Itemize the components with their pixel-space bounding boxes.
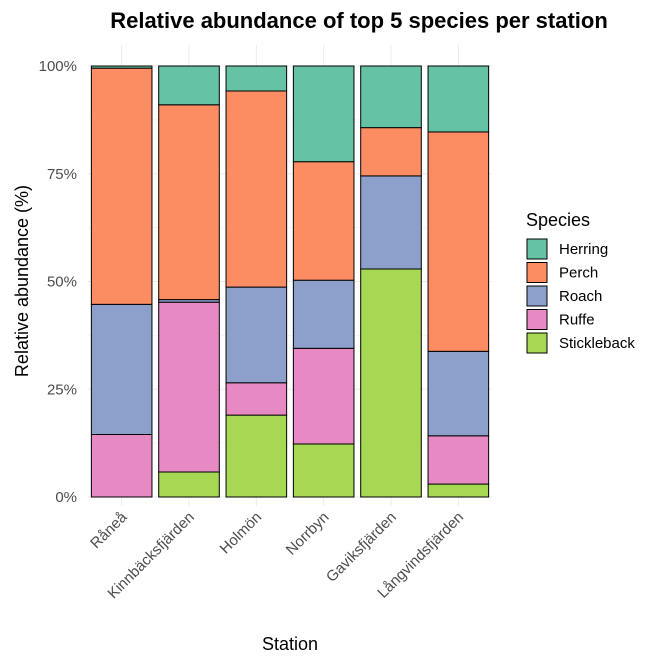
bar-segment-herring <box>225 65 288 92</box>
legend-label-herring: Herring <box>559 241 608 258</box>
legend-key-ruffe <box>526 309 548 330</box>
x-axis-title: Station <box>262 634 318 654</box>
legend-label-stickleback: Stickleback <box>559 335 635 352</box>
bar-segment-stickleback <box>360 268 422 498</box>
bar-segment-herring <box>292 65 355 163</box>
x-tick-label: Gaviksfjärden <box>323 509 400 586</box>
x-tick-label: Norrbyn <box>283 509 333 559</box>
bar-segment-stickleback <box>158 471 220 498</box>
legend-key-roach <box>526 285 548 307</box>
bar-segment-perch <box>158 104 220 301</box>
legend-label-perch: Perch <box>559 265 598 282</box>
bar-segment-stickleback <box>427 483 490 498</box>
bar-segment-herring <box>427 65 490 133</box>
bar-segment-ruffe <box>158 301 220 473</box>
bar-segment-stickleback <box>292 443 355 498</box>
bar-segment-perch <box>292 161 355 281</box>
bar-segment-stickleback <box>225 414 288 498</box>
bar-segment-perch <box>427 131 490 352</box>
y-tick-label: 50% <box>47 274 77 291</box>
bar-segment-perch <box>225 90 288 288</box>
legend-label-ruffe: Ruffe <box>559 312 595 329</box>
bar-segment-roach <box>90 303 153 436</box>
y-tick-label: 25% <box>47 381 77 398</box>
legend-title: Species <box>526 210 590 230</box>
legend-key-stickleback <box>526 332 548 354</box>
bar-segment-herring <box>360 65 422 129</box>
bar-segment-roach <box>427 350 490 437</box>
y-axis-title: Relative abundance (%) <box>12 185 32 377</box>
bar-segment-ruffe <box>427 435 490 485</box>
legend-key-herring <box>526 238 548 260</box>
legend-label-roach: Roach <box>559 288 602 305</box>
bars <box>90 65 490 498</box>
bar-segment-roach <box>360 175 422 270</box>
bar-segment-herring <box>90 65 153 69</box>
legend-key-perch <box>526 262 548 283</box>
bar-segment-herring <box>158 65 220 106</box>
y-axis-ticks: 0% 25% 50% 75% 100% <box>39 58 77 506</box>
x-tick-label: Råneå <box>87 508 131 552</box>
bar-segment-perch <box>90 67 153 305</box>
bar-segment-ruffe <box>292 347 355 445</box>
y-tick-label: 0% <box>55 489 77 506</box>
y-tick-label: 75% <box>47 166 77 183</box>
bar-segment-perch <box>360 127 422 177</box>
bar-segment-ruffe <box>225 382 288 416</box>
y-tick-label: 100% <box>39 58 77 75</box>
legend: Species Herring Perch Roach Ruffe Sticklebac… <box>526 210 635 354</box>
bar-segment-ruffe <box>90 434 153 498</box>
bar-segment-roach <box>292 279 355 349</box>
x-tick-label: Holmön <box>217 509 266 558</box>
chart-title: Relative abundance of top 5 species per … <box>110 8 608 33</box>
bar-segment-roach <box>225 286 288 384</box>
